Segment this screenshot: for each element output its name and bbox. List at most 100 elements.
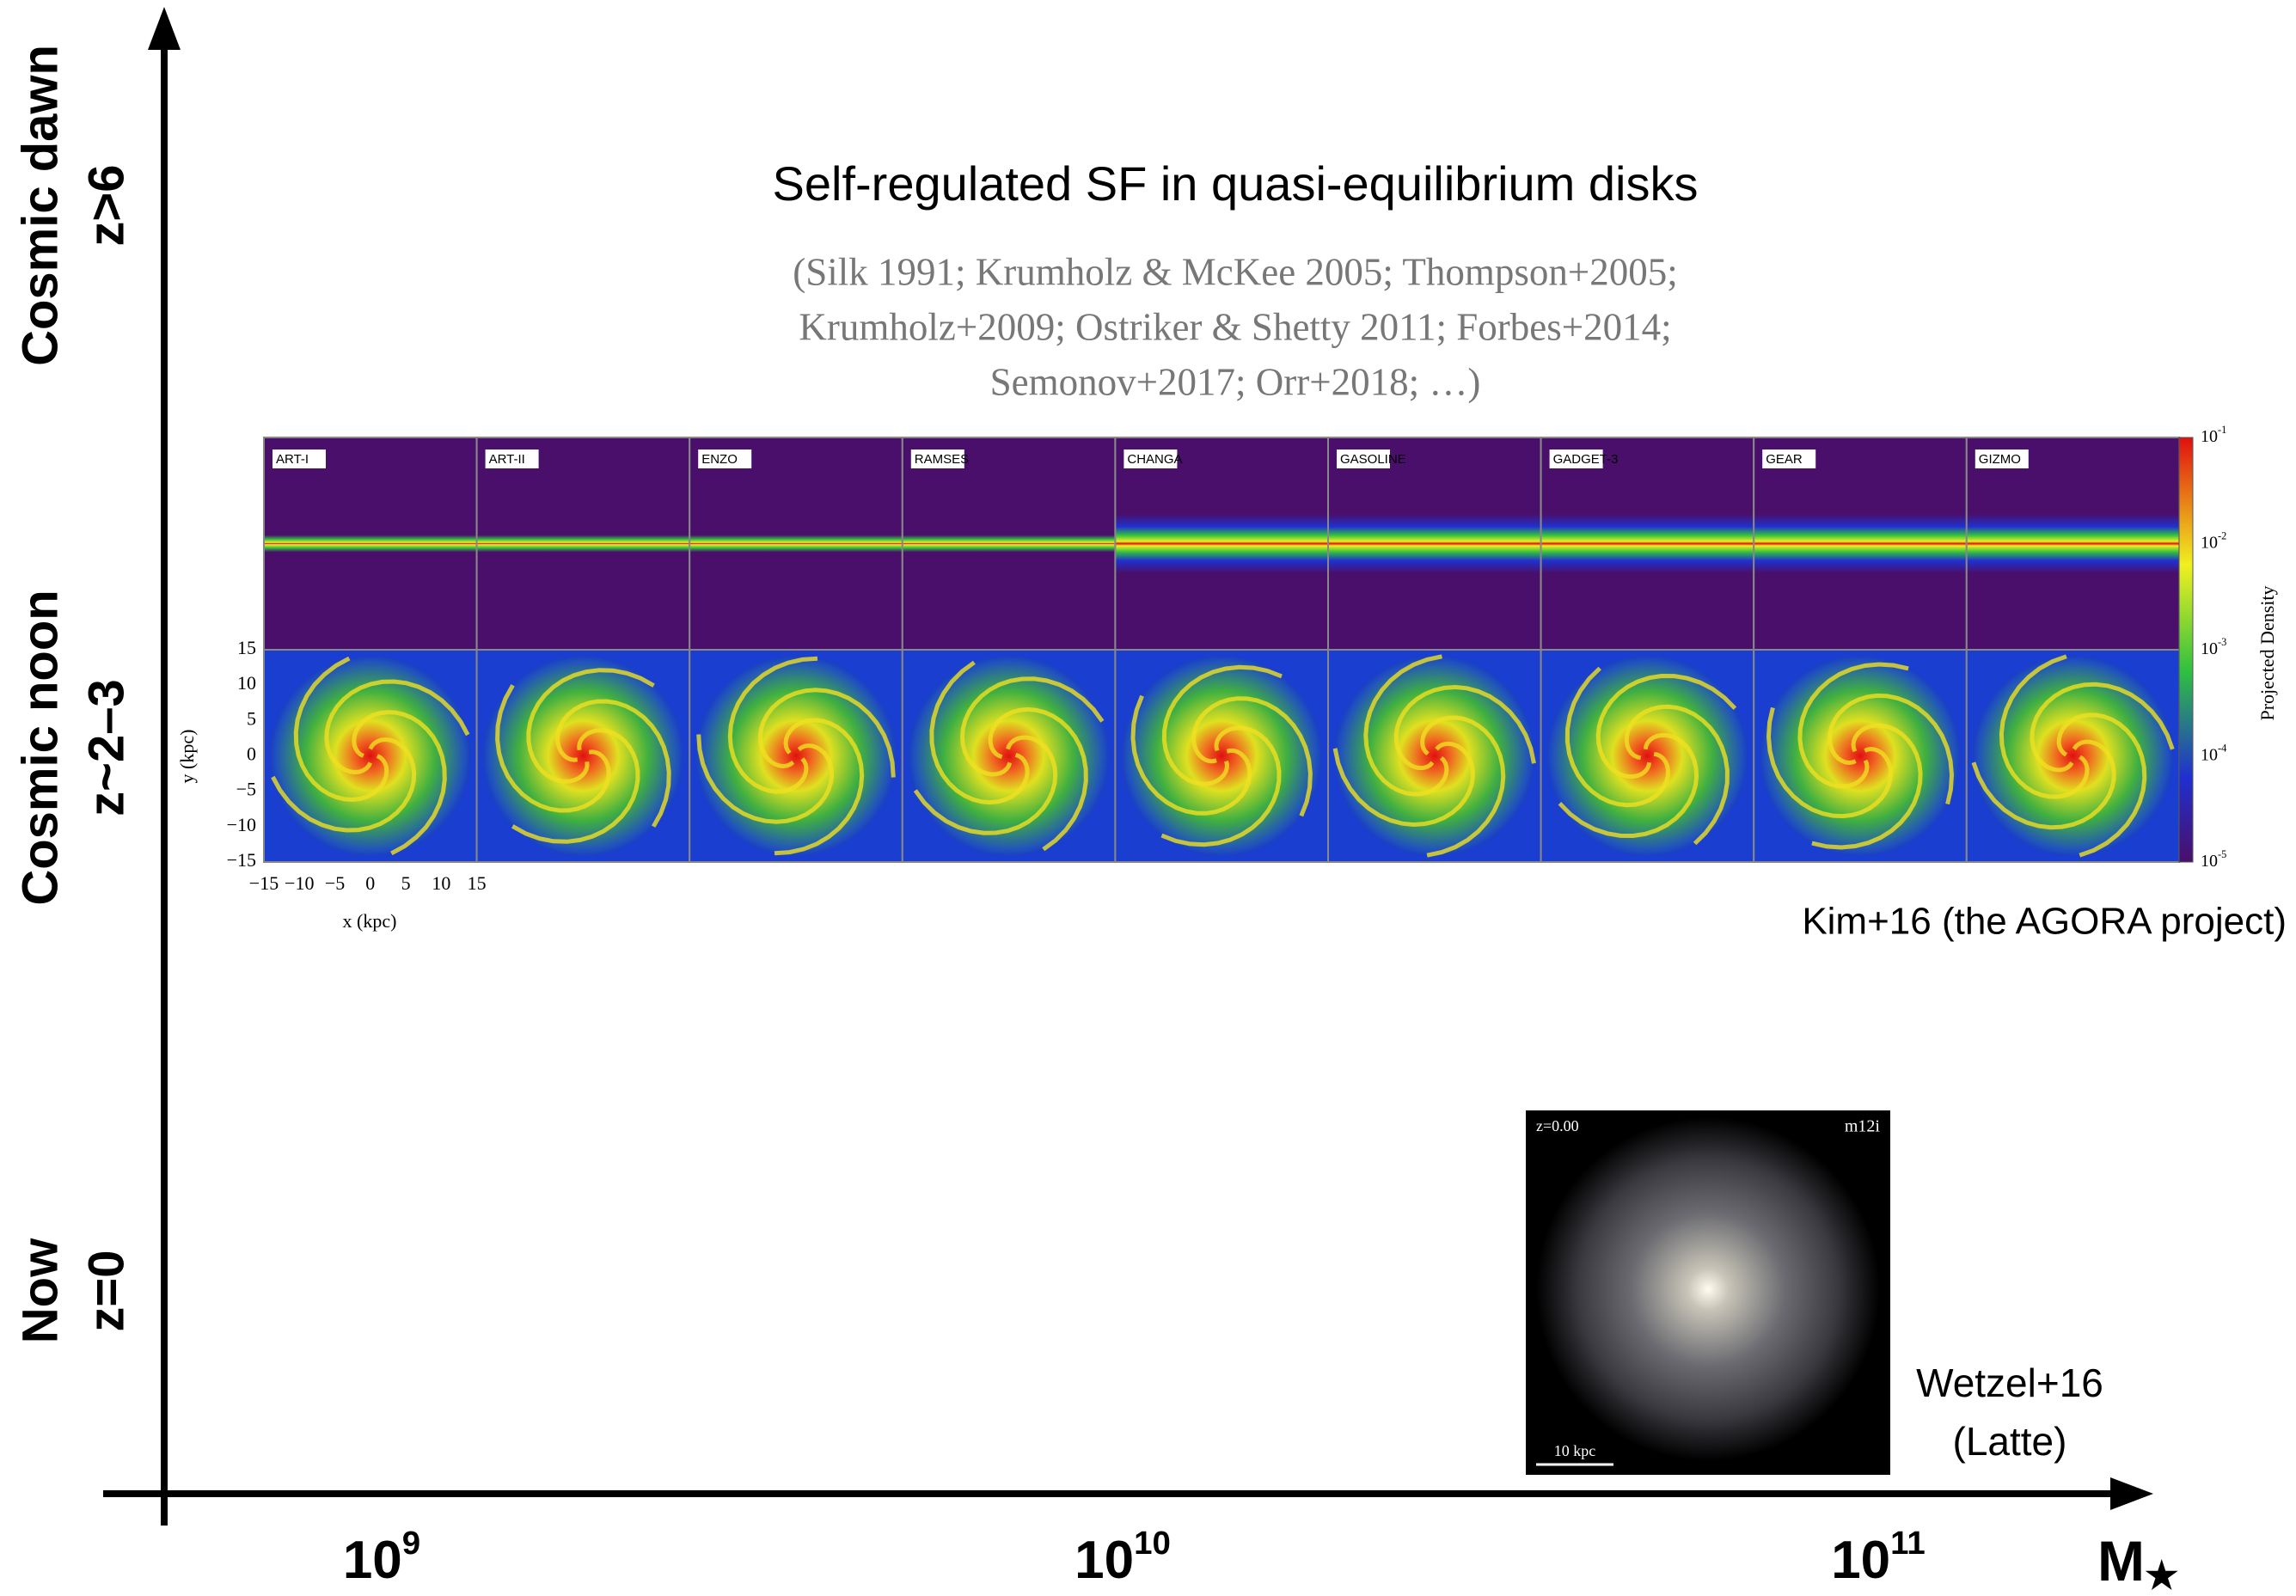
face-on-disk bbox=[1334, 656, 1535, 856]
colorbar-tick-base: 10 bbox=[2201, 745, 2218, 764]
spiral-arm bbox=[2030, 682, 2175, 773]
edge-on-panel bbox=[901, 437, 1117, 651]
x-label: 1010 bbox=[1075, 1525, 1171, 1590]
panel-tag-bg bbox=[698, 449, 752, 468]
panel-tag: ART-II bbox=[489, 452, 525, 467]
latte-halo: m12i bbox=[1845, 1117, 1881, 1136]
panel-tag: CHANGA bbox=[1127, 452, 1182, 467]
edge-on-panel bbox=[263, 437, 478, 651]
panel-tag: GASOLINE bbox=[1340, 452, 1406, 467]
face-on-disk bbox=[1547, 656, 1748, 856]
colorbar-tick-exp: -5 bbox=[2218, 848, 2226, 860]
spiral-arm bbox=[1393, 684, 1536, 771]
spiral-arm bbox=[526, 668, 655, 784]
reference: Semonov+2017; Orr+2018; …) bbox=[990, 360, 1481, 403]
panel-tag-bg bbox=[272, 449, 326, 468]
panel-tag-bg bbox=[1762, 449, 1816, 468]
face-on-disk bbox=[270, 656, 471, 856]
spiral-arm bbox=[959, 676, 1105, 777]
panel-x-tick: 0 bbox=[365, 872, 375, 894]
colorbar-tick: 10-4 bbox=[2201, 742, 2226, 764]
spiral-arm bbox=[1160, 725, 1282, 847]
edge-on-panel bbox=[475, 437, 691, 651]
latte-credit: Wetzel+16 bbox=[1916, 1361, 2103, 1405]
y-label: Cosmic noon bbox=[12, 590, 68, 905]
spiral-arm bbox=[913, 735, 1058, 835]
colorbar-tick-exp: -2 bbox=[2218, 529, 2226, 541]
spiral-arm bbox=[293, 656, 389, 802]
spiral-arm bbox=[324, 679, 470, 775]
y-redshift: z>6 bbox=[78, 164, 134, 246]
x-label: 1011 bbox=[1831, 1525, 1926, 1590]
panel-x-tick: 15 bbox=[468, 872, 487, 894]
latte-redshift: z=0.00 bbox=[1536, 1117, 1579, 1134]
panel-x-tick: −10 bbox=[285, 872, 314, 894]
panel-y-label: y (kpc) bbox=[176, 730, 198, 784]
spiral-arm bbox=[1558, 732, 1699, 839]
panel-x-tick: 5 bbox=[401, 872, 411, 894]
panel-y-tick: 15 bbox=[237, 637, 256, 658]
panel-y-tick: 0 bbox=[247, 743, 256, 765]
panel-tag: ENZO bbox=[701, 452, 738, 467]
x-label-exp: 9 bbox=[402, 1525, 420, 1562]
spiral-arm bbox=[511, 728, 640, 844]
spiral-arm bbox=[727, 656, 818, 794]
spiral-arm bbox=[1130, 694, 1252, 816]
spiral-arm bbox=[495, 684, 611, 813]
colorbar-tick-exp: -1 bbox=[2218, 424, 2226, 436]
edge-on-panel bbox=[1327, 437, 1542, 651]
spiral-arm bbox=[352, 710, 447, 856]
panel-tag: GEAR bbox=[1766, 452, 1803, 467]
title: Self-regulated SF in quasi-equilibrium d… bbox=[773, 156, 1699, 211]
y-axis-arrow bbox=[148, 7, 181, 50]
x-label-base: 10 bbox=[1831, 1531, 1890, 1590]
edge-on-panel bbox=[1965, 437, 2181, 651]
latte-credit: (Latte) bbox=[1953, 1419, 2067, 1464]
spiral-arm bbox=[555, 699, 671, 828]
x-label: 109 bbox=[343, 1525, 420, 1590]
spiral-arm bbox=[1797, 662, 1909, 789]
colorbar-tick-base: 10 bbox=[2201, 639, 2218, 658]
spiral-arm bbox=[1971, 739, 2116, 830]
panel-tag: ART-I bbox=[276, 452, 309, 467]
reference: Krumholz+2009; Ostriker & Shetty 2011; F… bbox=[799, 305, 1671, 348]
latte-galaxy bbox=[1536, 1117, 1880, 1461]
spiral-arm bbox=[1766, 706, 1894, 819]
spiral-arm bbox=[2056, 712, 2147, 858]
edge-on-panel bbox=[1540, 437, 1755, 651]
reference: (Silk 1991; Krumholz & McKee 2005; Thomp… bbox=[793, 250, 1678, 293]
edge-on-panel bbox=[689, 437, 903, 651]
face-on-disk bbox=[1121, 656, 1322, 856]
face-on-disk bbox=[909, 656, 1109, 856]
face-on-disk bbox=[483, 656, 683, 856]
spiral-arm bbox=[271, 737, 417, 833]
colorbar-tick-base: 10 bbox=[2201, 852, 2218, 871]
x-label-base: 10 bbox=[343, 1531, 402, 1590]
colorbar-tick: 10-5 bbox=[2201, 848, 2226, 871]
colorbar bbox=[2178, 437, 2194, 863]
panel-tag: GIZMO bbox=[1979, 452, 2021, 467]
face-on-disk bbox=[695, 656, 897, 856]
panel-tag-bg bbox=[910, 449, 964, 468]
face-on-disk bbox=[1973, 656, 2173, 856]
colorbar-tick-base: 10 bbox=[2201, 533, 2218, 552]
spiral-arm bbox=[1999, 654, 2090, 799]
panel-y-tick: 5 bbox=[247, 707, 256, 729]
panel-tag: RAMSES bbox=[915, 452, 969, 467]
spiral-arm bbox=[929, 660, 1030, 805]
x-label-base: 10 bbox=[1075, 1531, 1134, 1590]
panel-y-tick: −5 bbox=[236, 779, 256, 800]
x-label-exp: 11 bbox=[1890, 1525, 1926, 1562]
latte-scale: 10 kpc bbox=[1554, 1442, 1596, 1459]
panel-y-tick: 10 bbox=[237, 672, 256, 694]
spiral-arm bbox=[696, 734, 835, 824]
x-label-exp: 10 bbox=[1134, 1525, 1171, 1562]
panel-tag-bg bbox=[1549, 449, 1603, 468]
spiral-arm bbox=[1624, 704, 1730, 846]
spiral-arm bbox=[1811, 723, 1923, 850]
panel-y-tick: −15 bbox=[227, 849, 256, 871]
x-title: M★ bbox=[2097, 1529, 2178, 1592]
x-axis-arrow bbox=[2110, 1477, 2153, 1510]
